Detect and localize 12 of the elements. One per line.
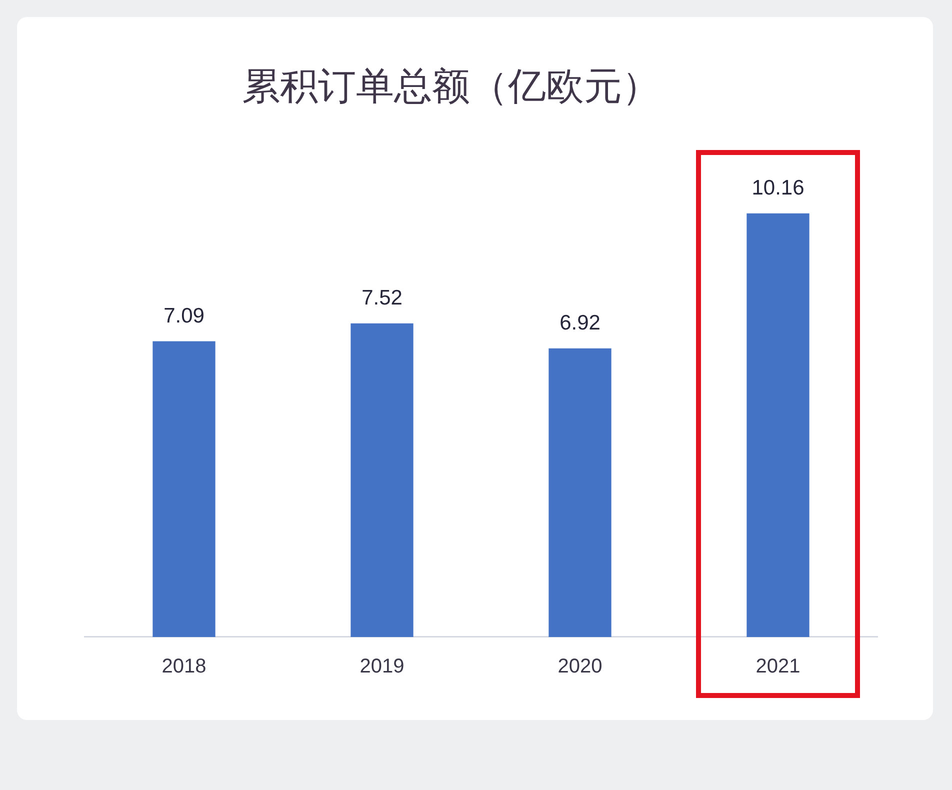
- bar: [548, 348, 612, 637]
- data-label: 10.16: [752, 176, 804, 200]
- bar: [152, 341, 216, 637]
- data-label: 6.92: [560, 311, 600, 334]
- data-label: 7.09: [164, 304, 204, 328]
- x-tick-label: 2021: [756, 656, 800, 678]
- x-tick-label: 2019: [360, 656, 404, 678]
- x-tick-label: 2018: [162, 656, 206, 678]
- x-tick-label: 2020: [558, 656, 602, 678]
- data-label: 7.52: [362, 286, 402, 310]
- chart-title: 累积订单总额（亿欧元）: [242, 63, 660, 110]
- bar: [350, 323, 414, 637]
